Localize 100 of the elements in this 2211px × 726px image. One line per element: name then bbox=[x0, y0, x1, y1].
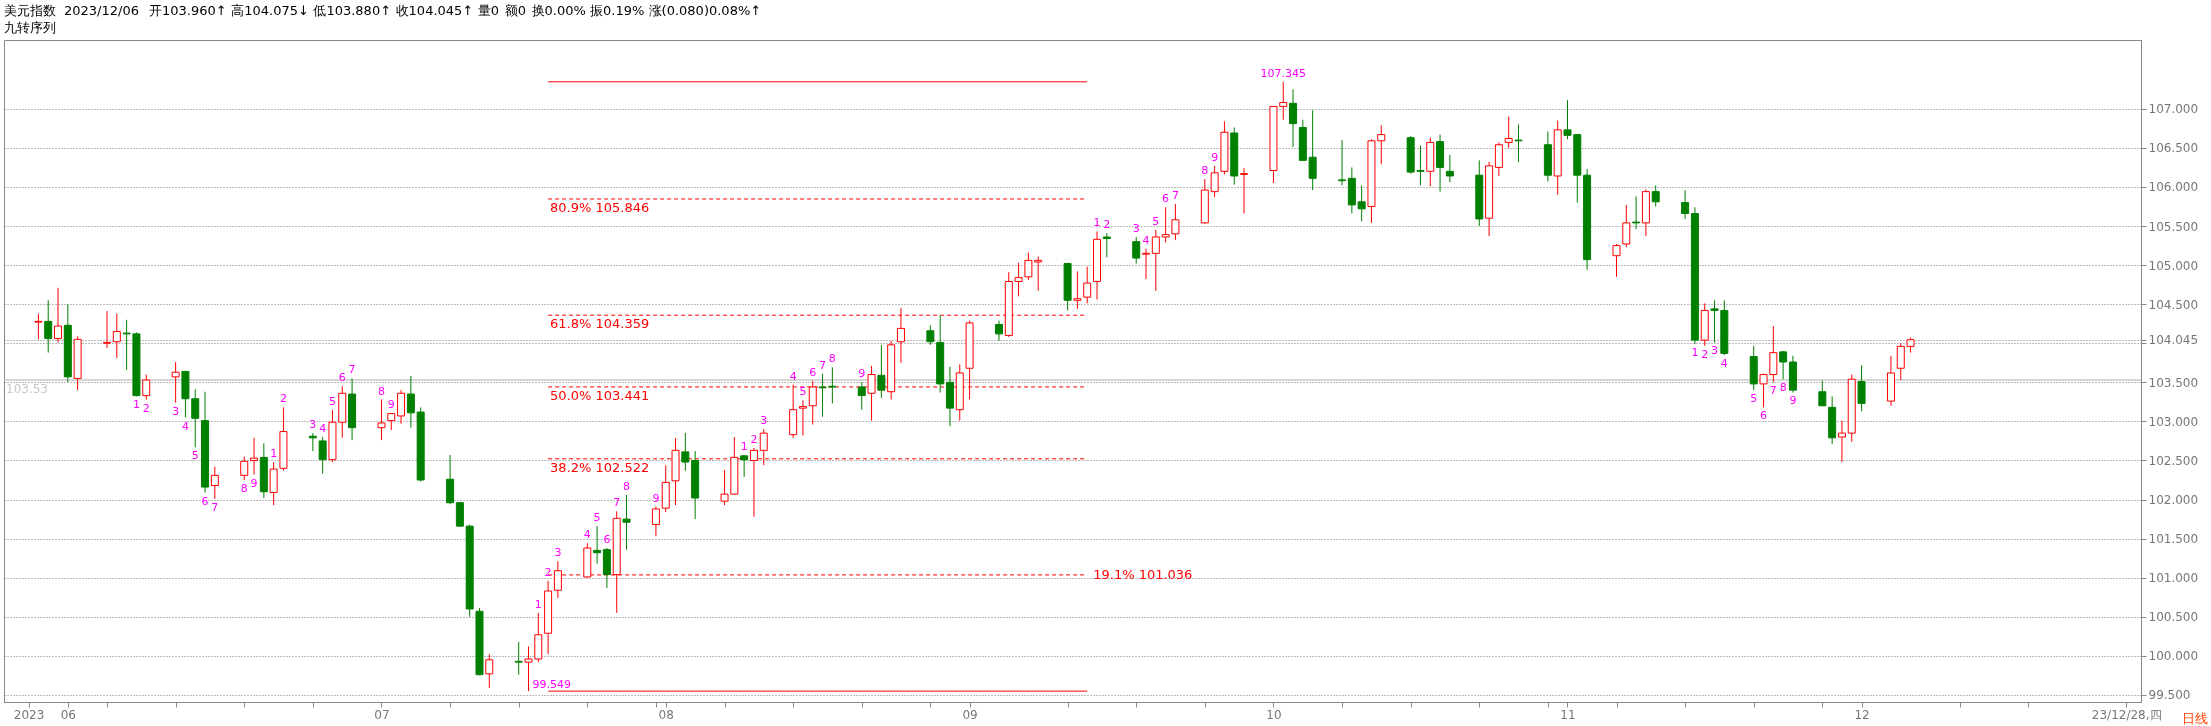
y-tick-label: 103.000 bbox=[2148, 414, 2199, 429]
annotation: 3 bbox=[554, 546, 562, 560]
annotation: 5 bbox=[593, 511, 601, 525]
candlestick bbox=[651, 506, 660, 537]
annotation: 2 bbox=[1701, 347, 1709, 361]
x-tick-label: 23/12/28,四 bbox=[2091, 707, 2162, 722]
candlestick bbox=[593, 525, 602, 565]
x-tick-label: 10 bbox=[1266, 707, 1282, 722]
y-tick-label: 102.500 bbox=[2148, 453, 2199, 468]
annotation: 1 bbox=[270, 447, 278, 461]
candlestick bbox=[1142, 248, 1151, 280]
annotation: 9 bbox=[1789, 394, 1797, 408]
annotation: 2 bbox=[1103, 218, 1111, 232]
y-tick-label: 107.000 bbox=[2148, 102, 2199, 117]
annotation: 4 bbox=[789, 369, 797, 383]
candlestick bbox=[1681, 189, 1690, 220]
y-tick-label: 101.500 bbox=[2148, 532, 2199, 547]
annotation: 8 bbox=[623, 479, 631, 493]
y-tick-label: 101.000 bbox=[2148, 571, 2199, 586]
annotation: 9 bbox=[1211, 150, 1219, 164]
annotation: 5 bbox=[1750, 392, 1758, 406]
candlestick bbox=[1818, 380, 1827, 407]
annotation: 5 bbox=[191, 449, 199, 463]
candlestick bbox=[406, 375, 415, 429]
annotation: 7 bbox=[348, 363, 356, 377]
series-label: 38.2% 102.522 bbox=[550, 459, 650, 475]
annotation: 4 bbox=[583, 528, 591, 542]
candlestick bbox=[926, 324, 935, 346]
x-tick-label: 09 bbox=[962, 707, 978, 722]
annotation: 7 bbox=[1171, 189, 1179, 203]
candlestick bbox=[250, 437, 259, 476]
annotation: 7 bbox=[211, 500, 219, 514]
text: 振0.19% bbox=[590, 3, 645, 18]
annotation: 8 bbox=[377, 384, 385, 398]
candlestick bbox=[1073, 270, 1082, 310]
y-tick-label: 100.000 bbox=[2148, 649, 2199, 664]
text: 低103.880↑ bbox=[313, 3, 392, 18]
candlestick bbox=[798, 399, 807, 436]
annotation: 99.549 bbox=[532, 678, 571, 692]
candlestick bbox=[1514, 123, 1523, 163]
candlestick bbox=[877, 344, 886, 399]
candlestick bbox=[1779, 350, 1788, 380]
candlestick bbox=[1632, 195, 1641, 230]
annotation: 1 bbox=[740, 440, 748, 454]
candlestick bbox=[103, 310, 112, 349]
y-tick-label: 105.500 bbox=[2148, 219, 2199, 234]
annotation: 2 bbox=[142, 401, 150, 415]
annotation: 4 bbox=[181, 419, 189, 433]
candlestick bbox=[1289, 88, 1298, 148]
candlestick bbox=[1445, 154, 1454, 183]
x-tick-label: 11 bbox=[1560, 707, 1576, 722]
annotation: 3 bbox=[1711, 344, 1719, 358]
annotation: 3 bbox=[1132, 221, 1140, 235]
candlestick bbox=[142, 374, 151, 401]
candlestick bbox=[112, 313, 121, 359]
annotation: 1 bbox=[534, 597, 542, 611]
text: 换0.00% bbox=[531, 3, 586, 18]
candlestick bbox=[54, 287, 63, 343]
candlestick bbox=[44, 299, 53, 354]
annotation: 6 bbox=[201, 494, 209, 508]
annotation: 8 bbox=[1779, 381, 1787, 395]
candlestick bbox=[1504, 116, 1513, 149]
candlestick bbox=[514, 641, 523, 676]
series-label: 19.1% 101.036 bbox=[1093, 566, 1193, 582]
annotation: 9 bbox=[387, 397, 395, 411]
annotation: 7 bbox=[1769, 384, 1777, 398]
text: 2023/12/06 bbox=[64, 3, 139, 18]
series-label: 50.0% 103.441 bbox=[550, 387, 650, 403]
candlestick bbox=[1338, 139, 1347, 186]
candlestick bbox=[1857, 364, 1866, 412]
candlestick bbox=[857, 381, 866, 411]
x-tick-label: 12 bbox=[1854, 707, 1870, 722]
annotation: 6 bbox=[1760, 409, 1768, 423]
candlestick bbox=[1622, 204, 1631, 248]
candlestick bbox=[994, 320, 1003, 342]
annotation: 8 bbox=[828, 352, 836, 366]
annotation: 7 bbox=[613, 496, 621, 510]
annotation: 1 bbox=[1093, 216, 1101, 230]
candlestick bbox=[1171, 203, 1180, 241]
candlestick bbox=[1102, 232, 1111, 258]
x-tick-label: 2023 bbox=[13, 707, 45, 722]
x-tick-label: 07 bbox=[374, 707, 390, 722]
annotation: 8 bbox=[1201, 164, 1209, 178]
text: 额0 bbox=[504, 3, 526, 18]
annotation: 4 bbox=[1720, 356, 1728, 370]
y-tick-label: 102.000 bbox=[2148, 493, 2199, 508]
candlestick bbox=[446, 454, 455, 505]
annotation: 9 bbox=[250, 476, 258, 490]
text: 开103.960↑ bbox=[149, 3, 227, 18]
y-tick-label: 106.000 bbox=[2148, 180, 2199, 195]
x-axis-title: 日线 bbox=[2181, 710, 2208, 726]
annotation: 6 bbox=[338, 371, 346, 385]
text: 量0 bbox=[477, 3, 500, 18]
annotation: 3 bbox=[760, 414, 768, 428]
annotation: 6 bbox=[809, 365, 817, 379]
candlestick bbox=[455, 501, 464, 528]
annotation: 7 bbox=[819, 358, 827, 372]
candlestick bbox=[397, 389, 406, 425]
candlestick bbox=[1494, 141, 1503, 177]
annotation: 5 bbox=[328, 394, 336, 408]
